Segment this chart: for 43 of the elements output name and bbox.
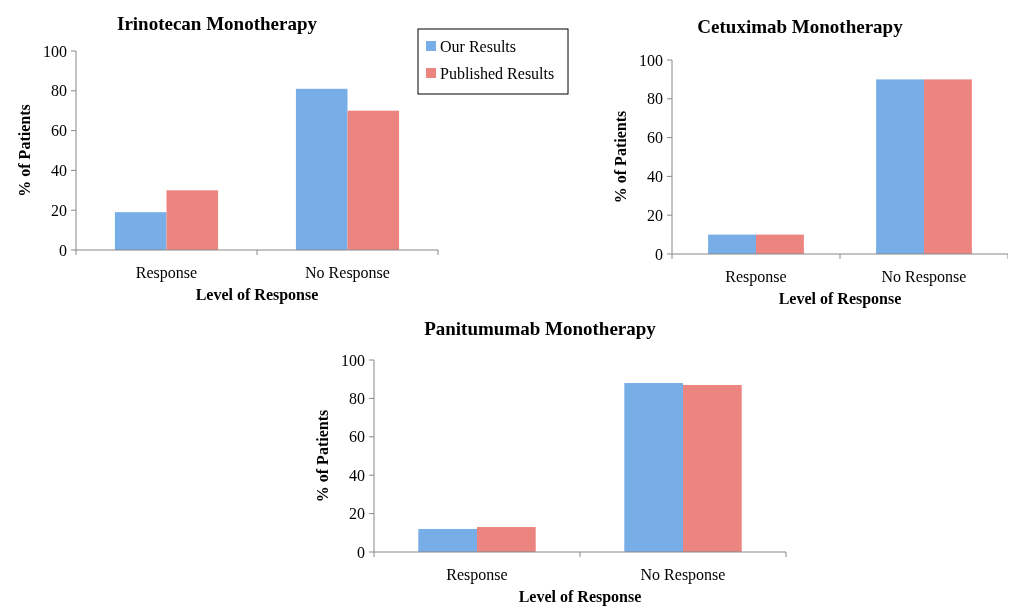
x-tick-label: No Response (640, 566, 726, 584)
bar (477, 527, 536, 552)
bar (114, 212, 167, 250)
legend-label: Our Results (440, 37, 516, 55)
y-tick-label: 40 (349, 466, 365, 484)
y-tick-label: 20 (647, 206, 663, 224)
y-tick-label: 100 (639, 51, 663, 69)
y-tick-label: 0 (59, 241, 67, 259)
bar (295, 88, 348, 250)
x-axis-title: Level of Response (195, 286, 319, 304)
y-tick-label: 20 (349, 505, 365, 523)
x-axis-title: Level of Response (778, 290, 902, 308)
y-tick-label: 80 (51, 82, 67, 100)
y-tick-label: 40 (51, 162, 67, 179)
bar (418, 528, 477, 552)
y-axis-title: % of Patients (314, 409, 331, 503)
y-tick-label: 60 (647, 129, 663, 147)
y-tick-label: 60 (51, 122, 67, 140)
bar (166, 190, 219, 250)
y-axis-title: % of Patients (16, 104, 33, 197)
x-tick-label: No Response (881, 268, 967, 286)
x-tick-label: No Response (305, 264, 390, 282)
y-tick-label: 80 (349, 390, 365, 407)
y-tick-label: 20 (51, 201, 67, 219)
y-tick-label: 40 (647, 168, 663, 185)
chart-title: Cetuximab Monotherapy (697, 16, 904, 37)
legend-label: Published Results (440, 64, 555, 82)
y-axis-title: % of Patients (612, 110, 629, 204)
y-tick-label: 80 (647, 90, 663, 108)
x-tick-label: Response (446, 566, 508, 584)
y-tick-label: 0 (655, 245, 663, 263)
bar (683, 384, 742, 552)
x-tick-label: Response (135, 264, 198, 282)
bar (347, 110, 400, 250)
x-axis-title: Level of Response (518, 588, 642, 606)
bar (624, 383, 683, 552)
y-tick-label: 100 (43, 42, 67, 60)
y-tick-label: 0 (357, 543, 365, 561)
chart-title: Panitumumab Monotherapy (424, 318, 657, 339)
x-tick-label: Response (725, 268, 787, 286)
y-tick-label: 100 (341, 351, 365, 369)
y-tick-label: 60 (349, 428, 365, 446)
chart-title: Irinotecan Monotherapy (116, 13, 318, 34)
